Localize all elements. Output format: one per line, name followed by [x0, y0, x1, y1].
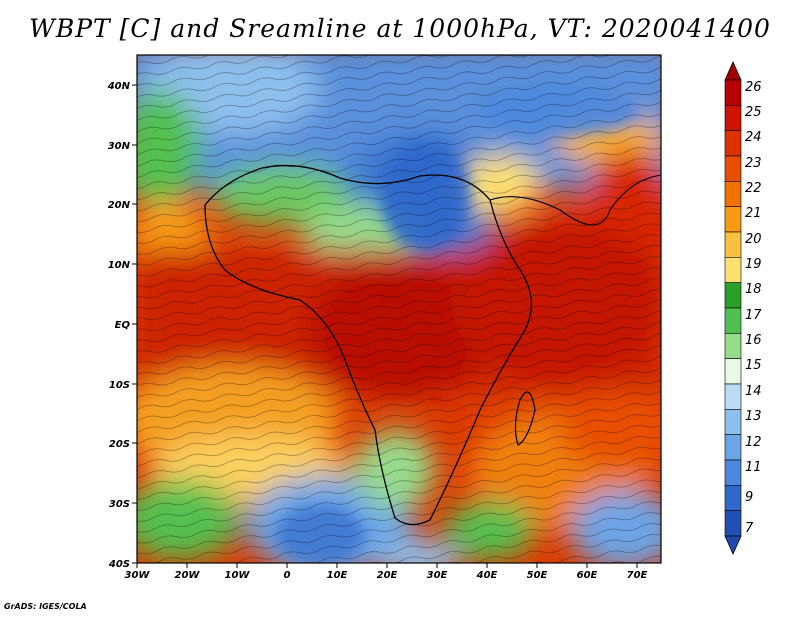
lat-label: 20S: [109, 439, 130, 450]
colorbar-bottom-arrow: [724, 535, 742, 555]
colorbar-swatch: [724, 510, 742, 537]
colorbar-label: 24: [745, 130, 762, 145]
lon-label: 20W: [175, 570, 201, 581]
colorbar-label: 11: [745, 460, 762, 475]
lat-label: 40N: [107, 81, 131, 92]
colorbar-swatch: [724, 282, 742, 309]
colorbar-label: 18: [745, 282, 762, 297]
colorbar-swatch: [724, 181, 742, 207]
lon-label: 30E: [427, 570, 448, 581]
colorbar-label: 15: [745, 358, 762, 373]
lat-label: 10N: [108, 260, 131, 271]
lat-label: 30N: [108, 141, 131, 152]
colorbar-label: 12: [745, 435, 762, 450]
credit-label: GrADS: IGES/COLA: [4, 602, 87, 611]
lon-label: 50E: [527, 570, 548, 581]
lon-label: 70E: [627, 570, 648, 581]
colorbar-swatch: [724, 231, 742, 258]
colorbar-label: 19: [745, 257, 762, 272]
colorbar-swatch: [724, 358, 742, 385]
colorbar-label: 23: [745, 156, 762, 171]
colorbar-label: 22: [745, 181, 762, 196]
colorbar-label: 25: [745, 105, 762, 120]
lon-label: 60E: [577, 570, 598, 581]
colorbar-label: 20: [745, 232, 762, 247]
lon-label: 10E: [327, 570, 348, 581]
colorbar-swatch: [724, 206, 742, 233]
colorbar-swatch: [724, 459, 742, 486]
lon-label: 20E: [377, 570, 398, 581]
lon-label: 0: [284, 570, 291, 581]
lon-label: 30W: [125, 570, 151, 581]
lat-label: 20N: [108, 200, 131, 211]
lon-label: 40E: [476, 570, 498, 581]
colorbar-swatch: [724, 434, 742, 461]
colorbar-label: 13: [745, 409, 762, 424]
colorbar-swatch: [724, 257, 742, 283]
colorbar-swatch: [724, 485, 742, 511]
colorbar-swatch: [724, 333, 742, 359]
colorbar-swatch: [724, 307, 742, 334]
colorbar-swatch: [724, 409, 742, 435]
colorbar-label: 17: [745, 308, 762, 323]
wbpt-field: [137, 55, 661, 563]
colorbar-top-arrow: [724, 61, 742, 81]
colorbar-label: 26: [745, 80, 762, 95]
colorbar-swatch: [724, 130, 742, 157]
colorbar-swatch: [724, 105, 742, 131]
colorbar-swatch: [724, 383, 742, 410]
lat-label: 40S: [108, 559, 130, 570]
lat-label: 10S: [109, 380, 130, 391]
map-frame: [136, 54, 662, 564]
colorbar-swatch: [724, 155, 742, 182]
lon-label: 10W: [225, 570, 251, 581]
colorbar-label: 9: [745, 490, 753, 505]
latitude-axis: 40N 30N 20N 10N EQ 10S 20S 30S 40S: [107, 81, 137, 570]
longitude-axis: 30W 20W 10W 0 10E 20E 30E 40E 50E 60E 70…: [125, 563, 648, 581]
colorbar: 26 25 24 23 22 21 20 19 18 17 16 15 14 1…: [724, 61, 762, 555]
colorbar-label: 7: [745, 521, 754, 536]
colorbar-label: 21: [745, 206, 762, 221]
lat-label: 30S: [109, 499, 130, 510]
colorbar-label: 16: [745, 333, 762, 348]
colorbar-swatch: [724, 79, 742, 106]
colorbar-label: 14: [745, 384, 762, 399]
map-title: WBPT [C] and Sreamline at 1000hPa, VT: 2…: [29, 14, 771, 43]
lat-label: EQ: [115, 320, 131, 331]
